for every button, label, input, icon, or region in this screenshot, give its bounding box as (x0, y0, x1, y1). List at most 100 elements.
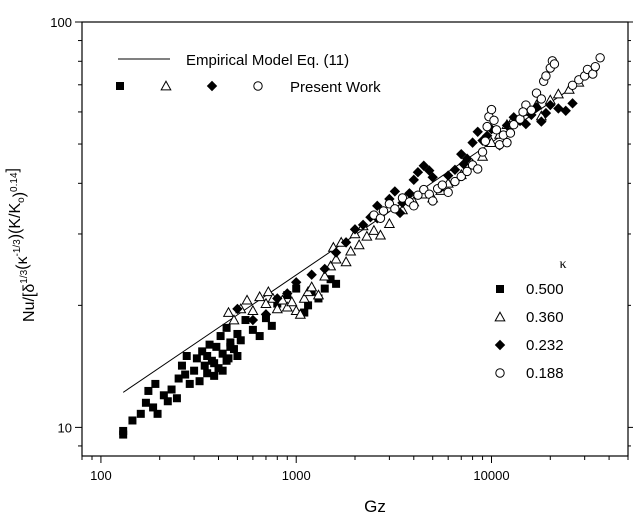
data-point (442, 170, 454, 181)
y-axis-title-part: 0.14 (9, 172, 20, 192)
data-point (228, 314, 240, 325)
data-point (167, 385, 176, 394)
legend-marker-0.232 (206, 80, 218, 92)
data-point (590, 61, 600, 72)
x-axis-title: Gz (364, 497, 386, 516)
data-point (212, 342, 221, 351)
data-point (330, 247, 342, 258)
data-point (260, 297, 272, 308)
data-point (222, 306, 235, 317)
data-point (144, 386, 153, 395)
data-point (291, 277, 302, 288)
data-point (177, 361, 186, 370)
data-point (549, 59, 560, 69)
data-point (319, 270, 331, 281)
data-point (241, 294, 253, 305)
data-point (383, 217, 396, 229)
x-tick-label: 1000 (282, 468, 311, 483)
data-point (271, 303, 283, 314)
data-point (397, 193, 408, 203)
data-point (449, 164, 461, 175)
data-point (332, 279, 341, 288)
data-point (409, 201, 419, 211)
data-point (182, 352, 191, 361)
data-point (541, 71, 551, 81)
data-point (353, 239, 365, 250)
data-point (232, 303, 243, 315)
data-point (292, 284, 301, 293)
data-point (473, 164, 483, 174)
data-point (560, 105, 571, 116)
data-point (306, 269, 317, 280)
data-point (222, 323, 231, 332)
legend-kappa-label: 0.500 (526, 281, 564, 298)
data-point (567, 80, 578, 90)
series-0.188 (369, 53, 605, 223)
y-tick-label: 10 (58, 420, 72, 435)
data-point (218, 349, 227, 358)
data-point (226, 338, 235, 347)
data-point (456, 148, 467, 160)
y-axis-title-part: ] (4, 168, 21, 172)
data-point (185, 379, 194, 388)
data-point (595, 53, 605, 63)
data-point (210, 359, 219, 368)
data-point (505, 128, 516, 138)
data-point (330, 253, 342, 264)
x-tick-label: 10000 (473, 468, 509, 483)
data-point (312, 289, 325, 300)
data-point (174, 374, 183, 383)
data-point (390, 204, 400, 214)
data-point (480, 136, 491, 146)
data-point (567, 98, 578, 109)
legend-kappa: κ 0.500 0.360 0.232 0.188 (494, 257, 567, 382)
data-point (552, 88, 565, 99)
data-point (255, 332, 264, 341)
data-point (553, 103, 564, 114)
data-point (226, 342, 235, 351)
data-point (119, 430, 128, 439)
data-point (472, 126, 483, 137)
data-point (408, 174, 419, 186)
legend-kappa-title: κ (559, 257, 566, 272)
legend-top: Empirical Model Eq. (11) Present Work (116, 52, 381, 96)
data-point (272, 293, 283, 304)
data-point (545, 99, 556, 111)
axes-layer: 100 1000 10000 10 100 (50, 15, 633, 483)
y-axis-title-part: o (16, 197, 27, 203)
y-axis-title-part: )(K/K (7, 203, 24, 240)
x-tick-label: 100 (90, 468, 112, 483)
data-point (267, 321, 276, 330)
data-point (491, 125, 502, 135)
legend-kappa-label: 0.360 (526, 309, 564, 326)
data-point (540, 107, 552, 119)
data-point (254, 290, 266, 302)
y-axis-title-part: 1/3 (19, 269, 30, 283)
data-point (482, 121, 492, 132)
data-point (389, 186, 401, 197)
data-point (450, 176, 460, 187)
series-0.500 (119, 275, 341, 439)
data-point (413, 190, 423, 200)
data-point (281, 301, 293, 312)
data-point (489, 115, 499, 126)
data-point (248, 325, 257, 334)
data-point (443, 187, 453, 198)
data-point (518, 107, 528, 117)
data-point (218, 366, 227, 375)
data-point (368, 224, 380, 235)
data-point (344, 245, 357, 256)
legend-kappa-marker-0.232 (494, 339, 506, 351)
y-tick-label: 100 (50, 15, 72, 30)
legend-kappa-marker-0.500 (496, 285, 504, 293)
data-point (326, 275, 335, 284)
data-point (149, 403, 158, 412)
legend-kappa-label: 0.188 (526, 365, 564, 382)
data-point (247, 304, 259, 316)
data-point (203, 352, 212, 361)
data-point (427, 172, 438, 183)
data-point (241, 316, 250, 325)
data-point (458, 158, 469, 170)
data-point (509, 120, 519, 130)
data-point (404, 188, 415, 199)
